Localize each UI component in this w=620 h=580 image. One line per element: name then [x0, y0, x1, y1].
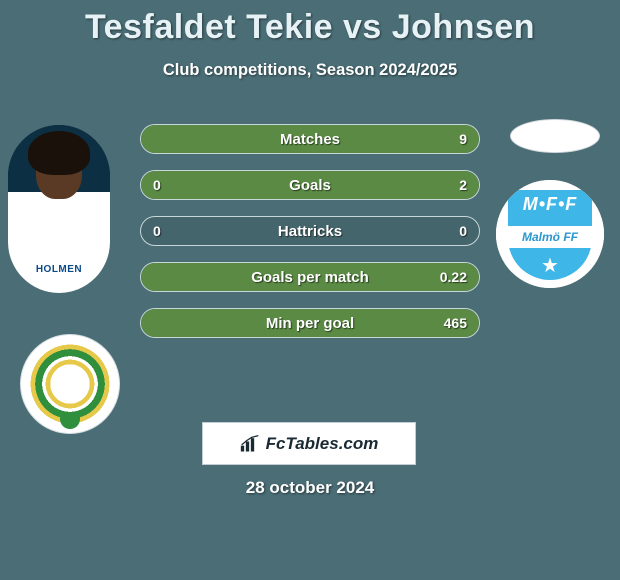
club-right-crest: M•F•F Malmö FF ★	[496, 180, 604, 288]
stat-row: 9 Matches	[140, 124, 480, 154]
player-left-face: HOLMEN	[8, 125, 110, 293]
malmo-star-icon: ★	[496, 253, 604, 278]
stat-row: 0 0 Hattricks	[140, 216, 480, 246]
comparison-card: Tesfaldet Tekie vs Johnsen Club competit…	[0, 0, 620, 580]
date-text: 28 october 2024	[0, 478, 620, 498]
stat-row: 0 2 Goals	[140, 170, 480, 200]
stat-value-right: 0.22	[440, 269, 467, 285]
stat-label: Matches	[280, 131, 340, 148]
chart-icon	[240, 435, 260, 453]
stat-label: Goals	[289, 177, 331, 194]
stat-value-right: 0	[459, 223, 467, 239]
club-left-crest	[20, 334, 120, 434]
malmo-mff-text: M•F•F	[496, 194, 604, 215]
stat-row: 465 Min per goal	[140, 308, 480, 338]
malmo-crest-icon: M•F•F Malmö FF ★	[496, 180, 604, 288]
stat-row: 0.22 Goals per match	[140, 262, 480, 292]
stat-value-left: 0	[153, 177, 161, 193]
stat-value-left: 0	[153, 223, 161, 239]
stat-label: Hattricks	[278, 223, 342, 240]
hammarby-crest-icon	[29, 343, 111, 425]
stat-label: Min per goal	[266, 315, 354, 332]
fctables-attribution: FcTables.com	[202, 422, 416, 465]
page-title: Tesfaldet Tekie vs Johnsen	[0, 0, 620, 47]
stat-value-right: 9	[459, 131, 467, 147]
stat-label: Goals per match	[251, 269, 369, 286]
stats-container: 9 Matches 0 2 Goals 0 0 Hattricks 0.22 Goals per …	[140, 124, 480, 354]
fctables-label: FcTables.com	[266, 434, 379, 454]
stat-value-right: 2	[459, 177, 467, 193]
malmo-band-text: Malmö FF	[496, 226, 604, 248]
subtitle: Club competitions, Season 2024/2025	[0, 61, 620, 80]
player-right-placeholder	[510, 119, 600, 153]
stat-value-right: 465	[444, 315, 467, 331]
player-left-jersey-text: HOLMEN	[8, 264, 110, 275]
player-left-photo: HOLMEN	[8, 125, 110, 293]
